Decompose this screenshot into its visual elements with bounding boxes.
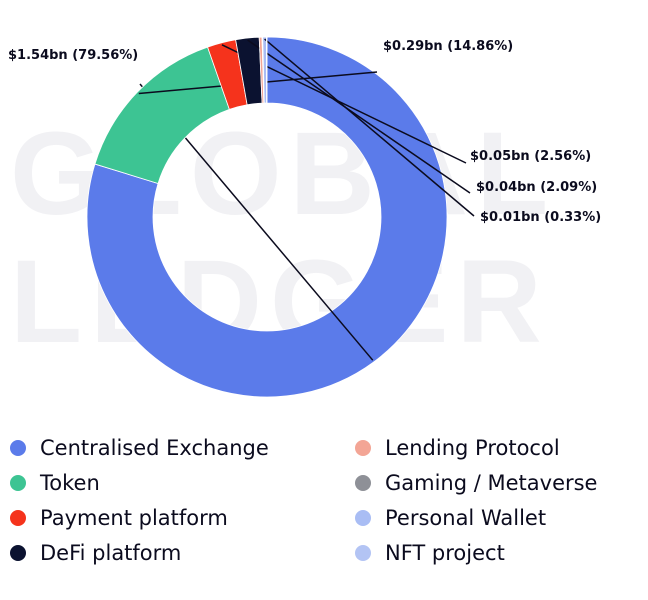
- leader-line-defi-platform: [247, 39, 471, 194]
- legend-item-lending-protocol: Lending Protocol: [355, 432, 560, 464]
- legend-swatch-centralised-exchange: [10, 440, 26, 456]
- legend: Centralised Exchange Lending Protocol Toke…: [0, 432, 648, 582]
- legend-label-lending-protocol: Lending Protocol: [385, 436, 560, 460]
- legend-item-defi-platform: DeFi platform: [10, 537, 181, 569]
- legend-label-gaming-metaverse: Gaming / Metaverse: [385, 471, 598, 495]
- legend-swatch-token: [10, 475, 26, 491]
- leader-line-personal-wallet: [264, 38, 475, 217]
- data-label-personal-wallet: $0.01bn (0.33%): [480, 210, 601, 225]
- legend-item-personal-wallet: Personal Wallet: [355, 502, 546, 534]
- legend-item-nft-project: NFT project: [355, 537, 505, 569]
- legend-item-token: Token: [10, 467, 100, 499]
- data-label-defi-platform: $0.04bn (2.09%): [476, 180, 597, 195]
- slice-token: [94, 46, 230, 184]
- legend-swatch-personal-wallet: [355, 510, 371, 526]
- legend-swatch-lending-protocol: [355, 440, 371, 456]
- legend-swatch-nft-project: [355, 545, 371, 561]
- legend-swatch-payment-platform: [10, 510, 26, 526]
- legend-label-defi-platform: DeFi platform: [40, 541, 182, 565]
- legend-label-centralised-exchange: Centralised Exchange: [40, 436, 269, 460]
- data-label-centralised-exchange: $1.54bn (79.56%): [8, 48, 138, 63]
- slice-centralised-exchange: [86, 36, 448, 398]
- legend-label-token: Token: [40, 471, 100, 495]
- legend-swatch-gaming-metaverse: [355, 475, 371, 491]
- data-label-payment-platform: $0.05bn (2.56%): [470, 149, 591, 164]
- legend-item-gaming-metaverse: Gaming / Metaverse: [355, 467, 597, 499]
- legend-label-payment-platform: Payment platform: [40, 506, 228, 530]
- legend-swatch-defi-platform: [10, 545, 26, 561]
- legend-item-centralised-exchange: Centralised Exchange: [10, 432, 269, 464]
- legend-label-personal-wallet: Personal Wallet: [385, 506, 547, 530]
- legend-item-payment-platform: Payment platform: [10, 502, 228, 534]
- data-label-token: $0.29bn (14.86%): [383, 39, 513, 54]
- donut-chart: $1.54bn (79.56%) $0.29bn (14.86%) $0.05bn …: [8, 36, 601, 398]
- slice-nft-project: [266, 36, 268, 104]
- legend-label-nft-project: NFT project: [385, 541, 505, 565]
